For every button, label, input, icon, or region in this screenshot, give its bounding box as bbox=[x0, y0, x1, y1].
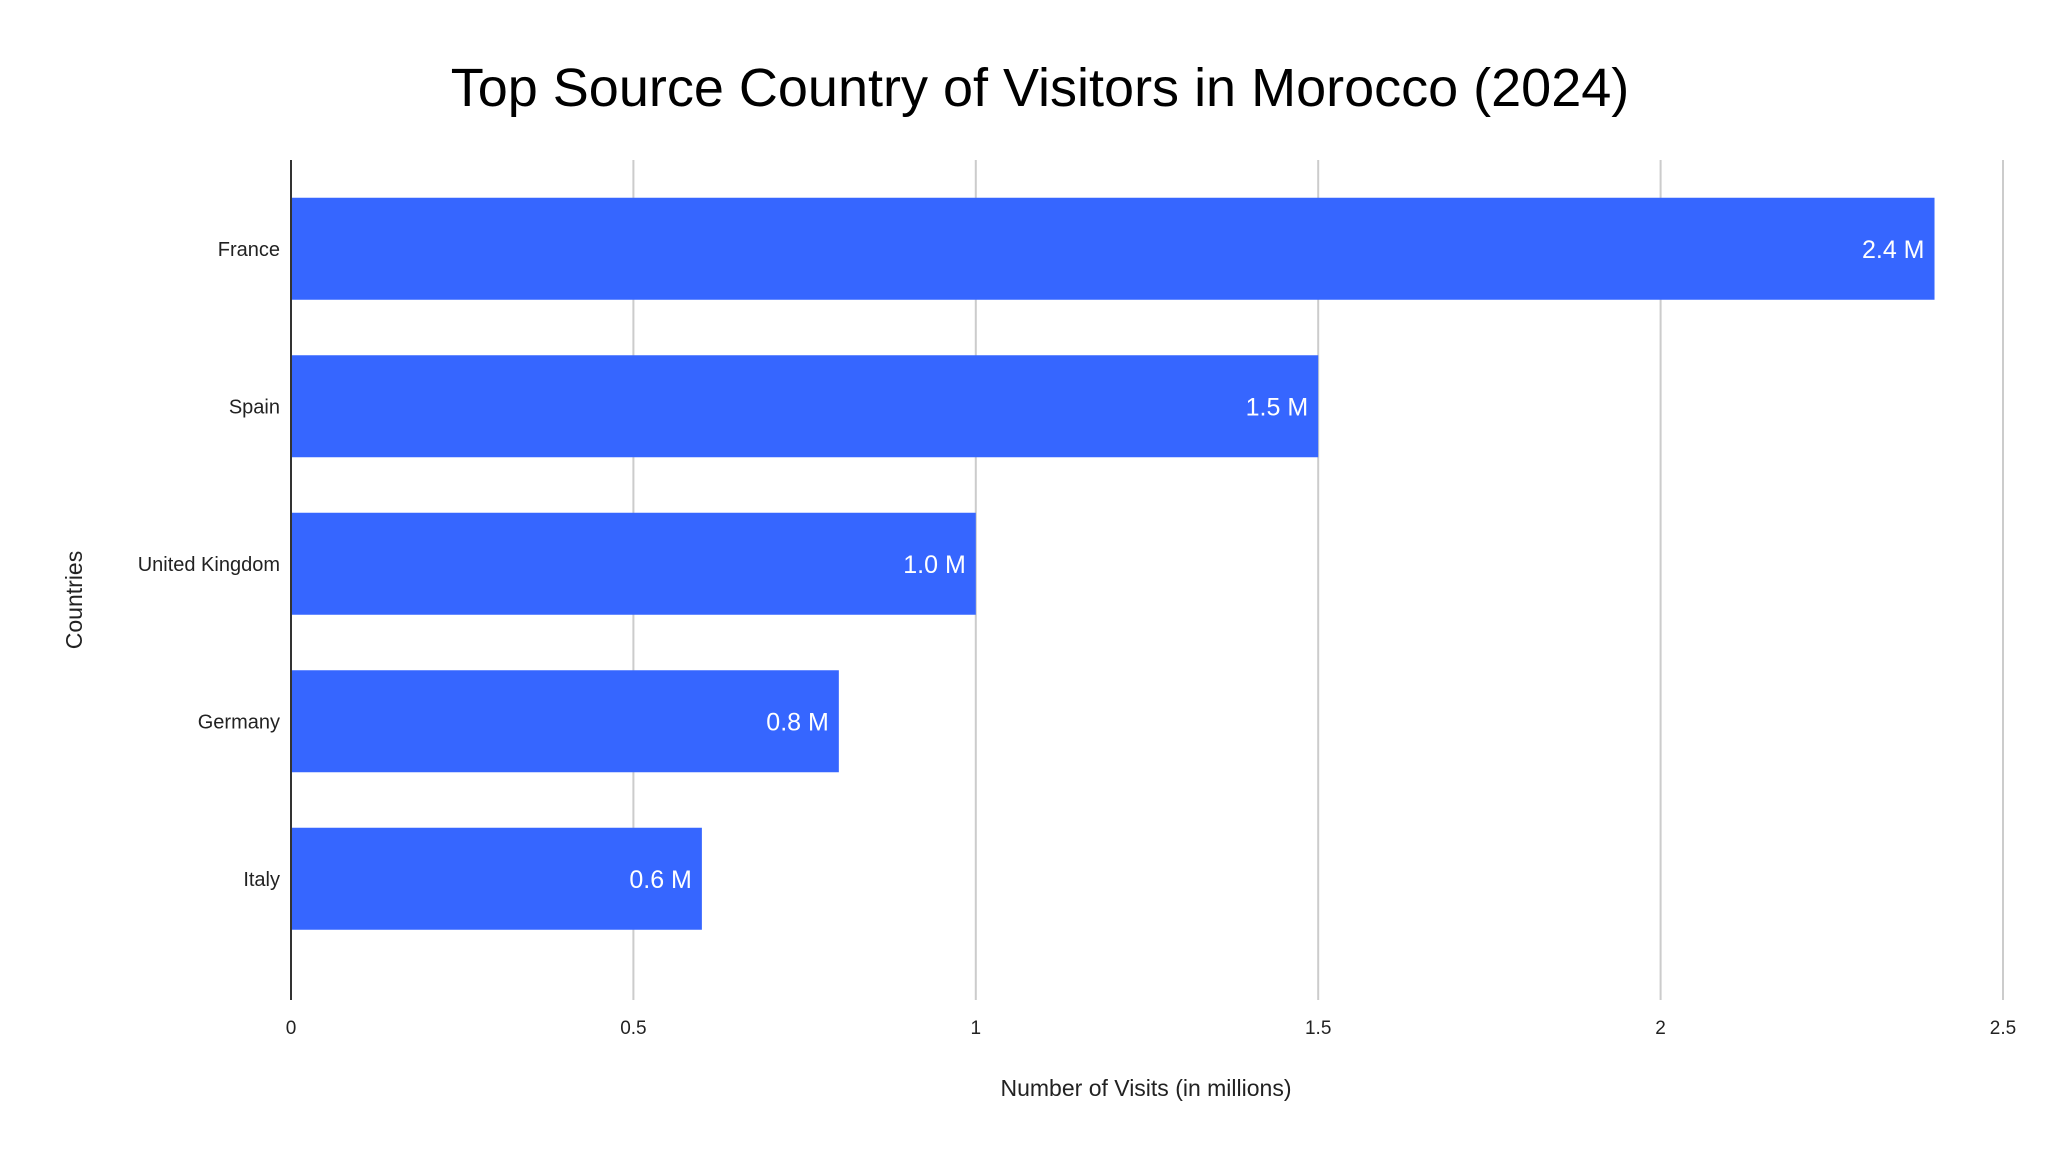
data-label: 2.4 M bbox=[1862, 236, 1925, 264]
x-tick-label: 2 bbox=[1655, 1018, 1666, 1039]
data-label: 1.0 M bbox=[903, 551, 966, 579]
bar-united-kingdom bbox=[291, 512, 976, 615]
data-label: 0.8 M bbox=[766, 708, 829, 736]
bar-spain bbox=[291, 355, 1319, 458]
bar-italy bbox=[291, 827, 702, 930]
x-tick-labels: 0 0.5 1 1.5 2 2.5 bbox=[286, 1018, 2017, 1039]
data-labels: 2.4 M 1.5 M 1.0 M 0.8 M 0.6 M bbox=[629, 236, 1924, 894]
x-tick-label: 1 bbox=[971, 1018, 982, 1039]
y-tick-label: Italy bbox=[243, 869, 280, 891]
bars bbox=[291, 197, 1935, 930]
x-tick-label: 0 bbox=[286, 1018, 297, 1039]
y-tick-label: Spain bbox=[229, 396, 280, 418]
bar-france bbox=[291, 197, 1935, 300]
bar-germany bbox=[291, 670, 839, 773]
data-label: 0.6 M bbox=[629, 866, 692, 894]
data-label: 1.5 M bbox=[1246, 393, 1309, 421]
x-tick-label: 2.5 bbox=[1990, 1018, 2016, 1039]
y-tick-label: France bbox=[218, 239, 280, 261]
y-tick-label: United Kingdom bbox=[138, 554, 280, 576]
y-tick-label: Germany bbox=[198, 711, 280, 733]
x-axis-title: Number of Visits (in millions) bbox=[1001, 1075, 1292, 1101]
y-axis-title: Countries bbox=[61, 551, 87, 649]
y-tick-labels: France Spain United Kingdom Germany Italy bbox=[138, 239, 280, 891]
x-tick-label: 0.5 bbox=[620, 1018, 646, 1039]
chart-title: Top Source Country of Visitors in Morocc… bbox=[451, 58, 1630, 118]
x-tick-label: 1.5 bbox=[1305, 1018, 1331, 1039]
